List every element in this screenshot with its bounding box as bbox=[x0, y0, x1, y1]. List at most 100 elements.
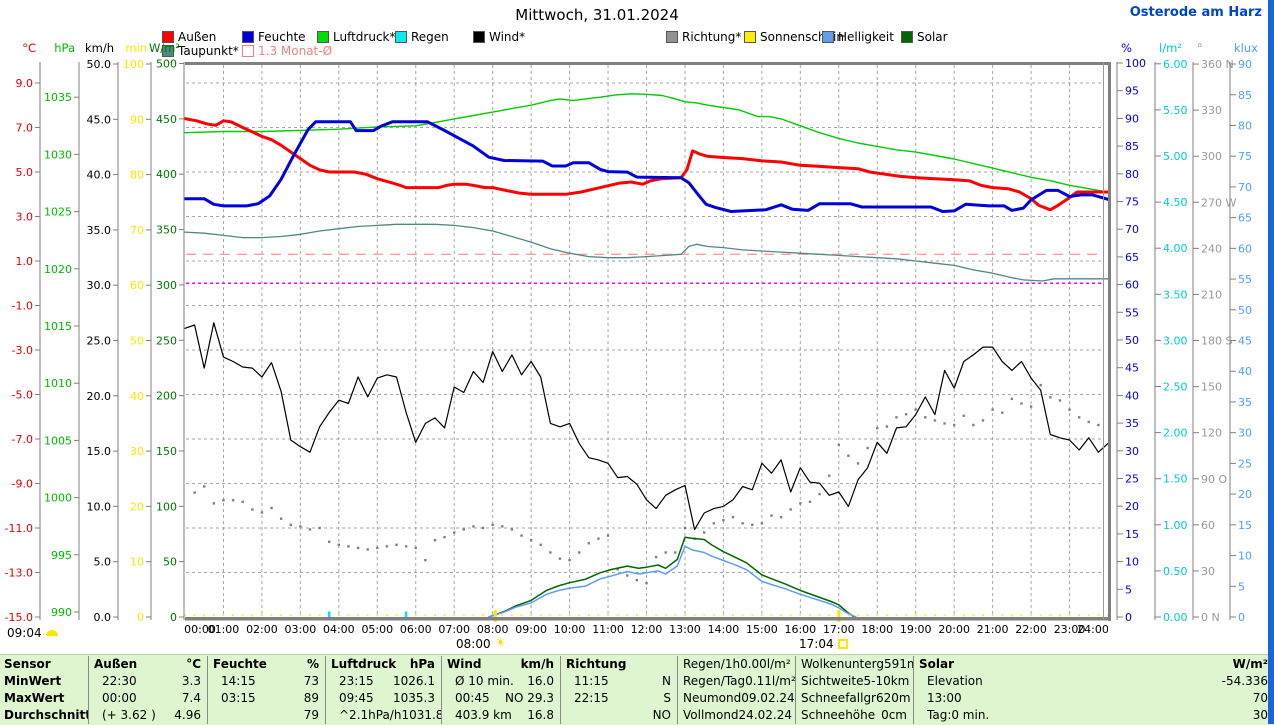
series-regen bbox=[327, 611, 408, 617]
tick-label: 40 bbox=[130, 390, 144, 403]
weather-chart: °C 9.0 7.0 5.0 3.0 1.0 -1.0 -3.0 -5.0 -7.0 -9.0 -11… bbox=[5, 41, 1259, 636]
halfsun-icon bbox=[45, 630, 58, 636]
tick-label: 70 bbox=[1238, 181, 1252, 194]
tick-label: 95 bbox=[1125, 85, 1139, 98]
table-column-sensor: Sensor MinWert MaxWert Durchschnitt bbox=[0, 656, 88, 724]
table-cell-label: 13:00 bbox=[927, 691, 962, 705]
plot-frame bbox=[185, 62, 1111, 621]
legend-label: Taupunkt* bbox=[178, 44, 239, 58]
legend-color-box bbox=[395, 31, 407, 43]
table-row: (+ 3.62 ) 4.96 bbox=[89, 707, 207, 724]
sunset-tick bbox=[837, 610, 841, 622]
tick-label: 1020 bbox=[44, 263, 72, 276]
table-row: Ø 10 min. 16.0 bbox=[442, 673, 560, 690]
table-cell-value: 0cm bbox=[881, 708, 907, 722]
table-cell-value: W/m² bbox=[1232, 657, 1268, 671]
table-cell-label: 00:45 bbox=[455, 691, 490, 705]
table-cell-label: MinWert bbox=[4, 674, 62, 688]
tick-label: 90 bbox=[1238, 58, 1252, 71]
tick-label: 35 bbox=[1125, 417, 1139, 430]
tick-label: 25 bbox=[1125, 473, 1139, 486]
table-row: Schneehöhe 0cm bbox=[796, 707, 913, 724]
table-cell-label: 403.9 km bbox=[455, 708, 512, 722]
tick-label: 5.50 bbox=[1163, 104, 1188, 117]
x-tick-label: 15:00 bbox=[746, 623, 778, 636]
tick-label: -7.0 bbox=[12, 433, 33, 446]
table-cell-label: Solar bbox=[919, 657, 955, 671]
series-luftdruck bbox=[184, 93, 1109, 193]
tick-label: 90 O bbox=[1201, 473, 1227, 486]
tick-label: 55 bbox=[1125, 306, 1139, 319]
table-cell-value: 0.11l/m² bbox=[745, 674, 795, 688]
tick-label: 0 bbox=[137, 611, 144, 624]
table-row: Wolkenunterg 591m bbox=[796, 656, 913, 673]
legend-color-box bbox=[242, 45, 254, 57]
x-tick-label: 02:00 bbox=[246, 623, 278, 636]
table-cell-label: Ø 10 min. bbox=[455, 674, 514, 688]
station-link[interactable]: Osterode am Harz bbox=[1129, 5, 1262, 20]
legend-color-box bbox=[822, 31, 834, 43]
table-cell-value: °C bbox=[186, 657, 201, 671]
x-tick-label: 08:00 bbox=[477, 623, 509, 636]
table-row: Schneefallgr 620m bbox=[796, 690, 913, 707]
axis-unit-pct: % bbox=[1121, 41, 1132, 55]
table-cell-label: 11:15 bbox=[574, 674, 609, 688]
table-row: Tag:0 min. 30 bbox=[914, 707, 1274, 724]
table-row: Regen/Tag 0.11l/m² bbox=[678, 673, 795, 690]
table-cell-value: 73 bbox=[303, 674, 319, 688]
x-tick-label: 04:00 bbox=[323, 623, 355, 636]
legend-color-box bbox=[162, 31, 174, 43]
tick-label: 200 bbox=[156, 390, 177, 403]
table-cell-value: hPa bbox=[409, 657, 435, 671]
table-column-feuchte: Feuchte% 14:15 73 03:15 89 79 bbox=[207, 656, 325, 724]
table-cell-value: 16.0 bbox=[527, 674, 554, 688]
table-cell-value: 4.96 bbox=[174, 708, 201, 722]
tick-label: 50 bbox=[1125, 334, 1139, 347]
tick-label: 5.00 bbox=[1163, 150, 1188, 163]
x-tick-label: 17:00 bbox=[823, 623, 855, 636]
legend-color-box bbox=[901, 31, 913, 43]
table-row: 09:45 1035.3 bbox=[326, 690, 441, 707]
x-tick-label: 10:00 bbox=[554, 623, 586, 636]
table-cell-value: 3.3 bbox=[181, 674, 201, 688]
tick-label: -13.0 bbox=[5, 567, 33, 580]
table-row: NO bbox=[561, 707, 677, 724]
table-cell-value: 24.02.24 bbox=[738, 708, 792, 722]
tick-label: 20 bbox=[1238, 488, 1252, 501]
tick-label: 0 bbox=[1238, 611, 1245, 624]
legend-color-box bbox=[242, 31, 254, 43]
table-cell-label: Tag:0 min. bbox=[927, 708, 990, 722]
sun-markers bbox=[493, 610, 841, 622]
table-row: Solar W/m² bbox=[914, 656, 1274, 673]
x-tick-label: 12:00 bbox=[631, 623, 663, 636]
table-row: 23:15 1026.1 bbox=[326, 673, 441, 690]
x-tick-label: 07:00 bbox=[438, 623, 470, 636]
table-cell-value: 5-10km bbox=[863, 674, 910, 688]
table-row: 14:15 73 bbox=[208, 673, 325, 690]
axis-unit-temp: °C bbox=[22, 41, 36, 55]
table-row: Richtung bbox=[561, 656, 677, 673]
table-row: Vollmond 24.02.24 bbox=[678, 707, 795, 724]
table-cell-label: Wind bbox=[447, 657, 482, 671]
table-cell-value: 7.4 bbox=[181, 691, 201, 705]
table-column-regen-1h: Regen/1h 0.00l/m² Regen/Tag 0.11l/m² Neumond… bbox=[677, 656, 795, 724]
axis-lm2: l/m² 6.00 5.50 5.00 4.50 4.00 3.50 3.00 2.50 2.00… bbox=[1154, 41, 1188, 624]
tick-label: 45 bbox=[1125, 362, 1139, 375]
series-feuchte bbox=[183, 120, 1110, 213]
tick-label: 45 bbox=[1238, 335, 1252, 348]
x-tick-label: 16:00 bbox=[784, 623, 816, 636]
x-tick-label: 01:00 bbox=[208, 623, 240, 636]
tick-label: 1010 bbox=[44, 377, 72, 390]
legend-item-regen: Regen bbox=[395, 30, 449, 44]
tick-label: 0 N bbox=[1201, 611, 1220, 624]
tick-label: 4.50 bbox=[1163, 196, 1188, 209]
tick-label: 1015 bbox=[44, 320, 72, 333]
legend-label: Regen bbox=[411, 30, 449, 44]
tick-label: 250 bbox=[156, 334, 177, 347]
table-column-wind: Wind km/h Ø 10 min. 16.0 00:45 NO 29.3 403.9 k… bbox=[441, 656, 560, 724]
table-cell-label: Richtung bbox=[566, 657, 627, 671]
table-row: 22:30 3.3 bbox=[89, 673, 207, 690]
legend-label: Helligkeit bbox=[838, 30, 894, 44]
